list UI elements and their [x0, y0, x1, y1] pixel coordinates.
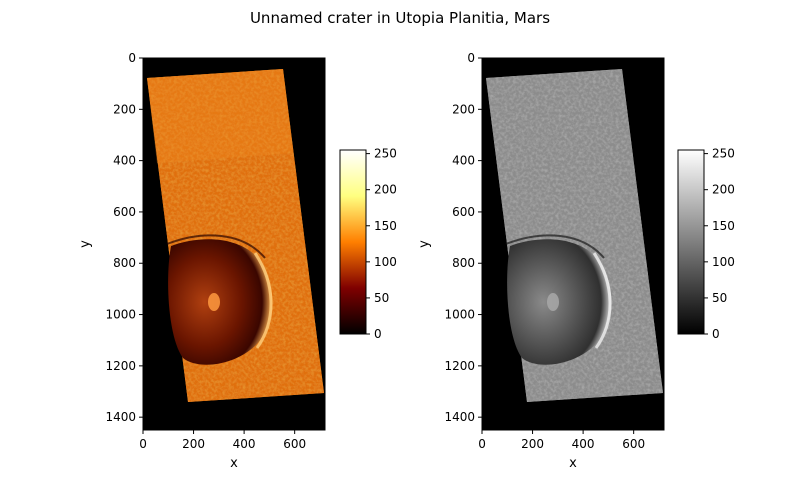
colorbar-ticks-left: 0 50 100 150 200 250: [366, 147, 397, 341]
y-axis-label-right: y: [417, 240, 432, 248]
x-tick-label-right: 600: [622, 437, 645, 451]
y-tick-label-right: 0: [467, 51, 475, 65]
panel-left: 0 200 400 600 0 200 400 600 800 1000 1200 1400 x y: [78, 51, 326, 471]
y-tick-label-left: 1400: [105, 410, 136, 424]
colorbar-tick-label-left: 0: [374, 327, 382, 341]
x-axis-label-left: x: [230, 456, 238, 471]
colorbar-tick-label-left: 150: [374, 219, 397, 233]
y-tick-label-left: 1000: [105, 308, 136, 322]
colorbar-tick-label-right: 150: [712, 219, 735, 233]
colorbar-tick-label-left: 200: [374, 183, 397, 197]
x-tick-label-left: 200: [182, 437, 205, 451]
y-tick-label-left: 200: [113, 102, 136, 116]
x-axis-label-right: x: [569, 456, 577, 471]
colorbar-tick-label-right: 250: [712, 147, 735, 161]
colorbar-tick-label-right: 0: [712, 327, 720, 341]
y-tick-label-right: 1400: [444, 410, 475, 424]
colorbar-gradient-right: [678, 150, 704, 334]
colorbar-tick-label-right: 50: [712, 291, 727, 305]
y-tick-label-right: 600: [452, 205, 475, 219]
y-tick-label-right: 1200: [444, 359, 475, 373]
y-tick-label-left: 1200: [105, 359, 136, 373]
y-tick-label-left: 0: [128, 51, 136, 65]
y-tick-label-right: 800: [452, 256, 475, 270]
colorbar-tick-label-left: 100: [374, 255, 397, 269]
x-tick-label-right: 400: [572, 437, 595, 451]
colorbar-tick-label-right: 100: [712, 255, 735, 269]
colorbar-tick-label-left: 250: [374, 147, 397, 161]
y-tick-label-left: 600: [113, 205, 136, 219]
x-tick-label-left: 400: [233, 437, 256, 451]
x-tick-label-right: 0: [478, 437, 486, 451]
x-tick-label-left: 0: [139, 437, 147, 451]
panel-right: 0 200 400 600 0 200 400 600 800 1000 1200 1400 x y: [417, 51, 665, 471]
y-tick-label-left: 400: [113, 154, 136, 168]
crater-image-left: [147, 69, 324, 402]
x-axis-left: 0 200 400 600: [139, 430, 306, 451]
y-tick-label-right: 1000: [444, 308, 475, 322]
figure-title: Unnamed crater in Utopia Planitia, Mars: [250, 9, 550, 27]
colorbar-left: 0 50 100 150 200 250: [339, 147, 397, 341]
y-tick-label-right: 200: [452, 102, 475, 116]
colorbar-gradient-left: [340, 150, 366, 334]
colorbar-tick-label-left: 50: [374, 291, 389, 305]
colorbar-tick-label-right: 200: [712, 183, 735, 197]
y-tick-label-left: 800: [113, 256, 136, 270]
y-axis-left: 0 200 400 600 800 1000 1200 1400: [105, 51, 143, 424]
x-axis-right: 0 200 400 600: [478, 430, 645, 451]
x-tick-label-right: 200: [521, 437, 544, 451]
y-axis-right: 0 200 400 600 800 1000 1200 1400: [444, 51, 482, 424]
x-tick-label-left: 600: [283, 437, 306, 451]
crater-image-right: [486, 69, 663, 402]
colorbar-ticks-right: 0 50 100 150 200 250: [704, 147, 735, 341]
y-axis-label-left: y: [78, 240, 93, 248]
y-tick-label-right: 400: [452, 154, 475, 168]
colorbar-right: 0 50 100 150 200 250: [677, 147, 735, 341]
